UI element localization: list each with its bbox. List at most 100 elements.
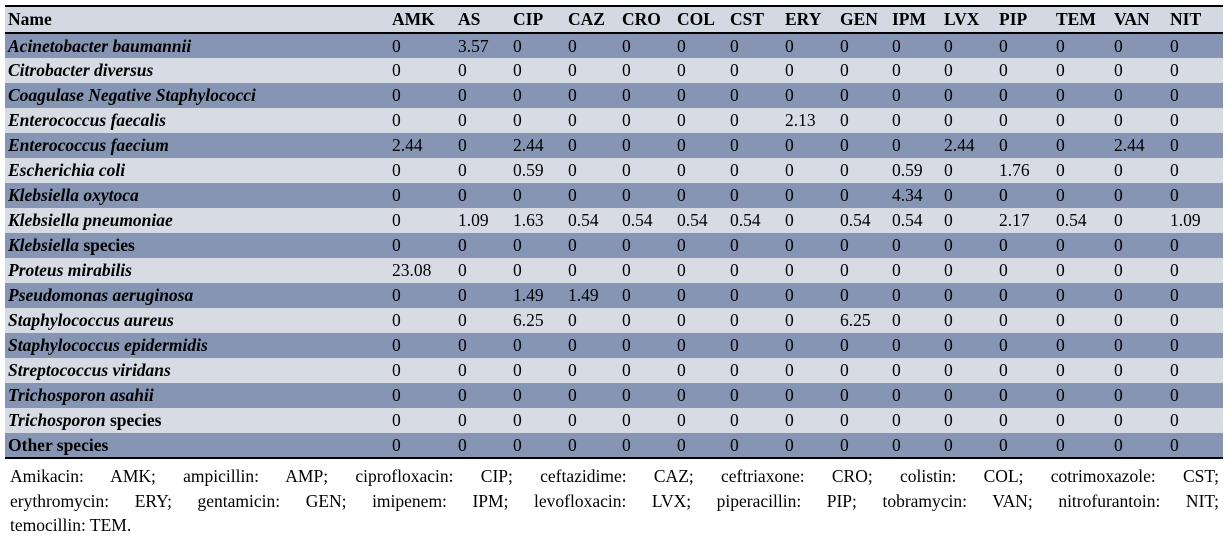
species-name-cell: Klebsiella pneumoniae	[5, 208, 392, 233]
value-cell: 0	[1170, 83, 1223, 108]
species-name-italic: Staphylococcus epidermidis	[8, 335, 208, 355]
table-row: Pseudomonas aeruginosa 0 0 1.49 1.49 0 0 0 0 0 0 0…	[5, 283, 1223, 308]
value-cell: 0.54	[840, 208, 892, 233]
value-cell: 0	[1170, 58, 1223, 83]
value-cell: 0	[892, 358, 944, 383]
value-cell: 0	[568, 133, 622, 158]
value-cell: 0	[840, 108, 892, 133]
value-cell: 0	[785, 83, 840, 108]
column-header: AS	[458, 6, 513, 34]
value-cell: 0	[1056, 58, 1114, 83]
value-cell: 0	[458, 358, 513, 383]
value-cell: 0	[622, 83, 677, 108]
value-cell: 0	[677, 233, 730, 258]
table-body: Acinetobacter baumannii 0 3.57 0 0 0 0 0 0 0 0 0 0 0…	[5, 33, 1223, 458]
table-header: Name AMK AS CIP CAZ CRO COL CST ERY GEN IPM LVX PIP T…	[5, 6, 1223, 34]
value-cell: 0	[944, 208, 999, 233]
value-cell: 0	[568, 183, 622, 208]
value-cell: 0	[392, 158, 458, 183]
value-cell: 2.13	[785, 108, 840, 133]
column-header: CAZ	[568, 6, 622, 34]
value-cell: 0	[568, 233, 622, 258]
species-name-italic: Pseudomonas aeruginosa	[8, 285, 194, 305]
value-cell: 0	[999, 383, 1056, 408]
value-cell: 0	[458, 258, 513, 283]
value-cell: 0	[999, 283, 1056, 308]
value-cell: 0	[513, 258, 568, 283]
value-cell: 0	[1170, 133, 1223, 158]
value-cell: 0	[622, 183, 677, 208]
value-cell: 0	[392, 33, 458, 58]
value-cell: 0	[622, 158, 677, 183]
value-cell: 0	[840, 58, 892, 83]
value-cell: 0	[568, 408, 622, 433]
value-cell: 0	[458, 58, 513, 83]
value-cell: 0	[840, 158, 892, 183]
species-name-plain: species	[105, 410, 162, 430]
species-name-italic: Proteus mirabilis	[8, 260, 132, 280]
species-name-plain: species	[78, 235, 135, 255]
value-cell: 0	[1170, 108, 1223, 133]
value-cell: 0	[944, 408, 999, 433]
value-cell: 0	[568, 358, 622, 383]
species-name-cell: Klebsiella oxytoca	[5, 183, 392, 208]
value-cell: 0	[513, 108, 568, 133]
species-name-cell: Staphylococcus aureus	[5, 308, 392, 333]
value-cell: 0	[1056, 283, 1114, 308]
species-name-italic: Staphylococcus aureus	[8, 310, 174, 330]
value-cell: 0	[1056, 183, 1114, 208]
value-cell: 0	[999, 308, 1056, 333]
value-cell: 0	[568, 258, 622, 283]
value-cell: 0	[677, 433, 730, 458]
value-cell: 0	[1114, 383, 1170, 408]
value-cell: 0	[677, 333, 730, 358]
value-cell: 0	[677, 58, 730, 83]
species-name-italic: Acinetobacter baumannii	[8, 35, 192, 56]
value-cell: 0	[892, 233, 944, 258]
value-cell: 0	[944, 83, 999, 108]
value-cell: 0	[944, 358, 999, 383]
value-cell: 0	[1056, 308, 1114, 333]
value-cell: 0	[999, 58, 1056, 83]
value-cell: 0	[1114, 208, 1170, 233]
value-cell: 0	[840, 408, 892, 433]
value-cell: 0	[730, 183, 785, 208]
value-cell: 0	[568, 58, 622, 83]
value-cell: 0	[1056, 433, 1114, 458]
value-cell: 0	[730, 408, 785, 433]
value-cell: 0	[785, 233, 840, 258]
value-cell: 0	[568, 383, 622, 408]
column-header: IPM	[892, 6, 944, 34]
value-cell: 0	[1056, 383, 1114, 408]
value-cell: 0	[730, 133, 785, 158]
value-cell: 0	[392, 233, 458, 258]
table-row: Klebsiella pneumoniae 0 1.09 1.63 0.54 0.54 0…	[5, 208, 1223, 233]
value-cell: 0	[892, 333, 944, 358]
value-cell: 2.44	[944, 133, 999, 158]
column-header: LVX	[944, 6, 999, 34]
column-header: NIT	[1170, 6, 1223, 34]
species-name-cell: Enterococcus faecalis	[5, 108, 392, 133]
value-cell: 0	[892, 258, 944, 283]
value-cell: 0.59	[892, 158, 944, 183]
value-cell: 0	[458, 183, 513, 208]
value-cell: 0	[458, 383, 513, 408]
value-cell: 0	[999, 333, 1056, 358]
value-cell: 0	[730, 383, 785, 408]
species-name-cell: Escherichia coli	[5, 158, 392, 183]
value-cell: 0	[458, 158, 513, 183]
resistance-table: Name AMK AS CIP CAZ CRO COL CST ERY GEN IPM LVX PIP T…	[5, 5, 1223, 459]
value-cell: 0	[944, 108, 999, 133]
value-cell: 0	[677, 383, 730, 408]
value-cell: 1.49	[513, 283, 568, 308]
value-cell: 0	[1114, 108, 1170, 133]
value-cell: 0	[730, 308, 785, 333]
value-cell: 0	[1170, 158, 1223, 183]
value-cell: 0	[568, 333, 622, 358]
value-cell: 0	[944, 158, 999, 183]
value-cell: 0	[622, 333, 677, 358]
table-footnote: Amikacin: AMK; ampicillin: AMP; ciproflo…	[5, 459, 1223, 538]
species-name-cell: Coagulase Negative Staphylococci	[5, 83, 392, 108]
